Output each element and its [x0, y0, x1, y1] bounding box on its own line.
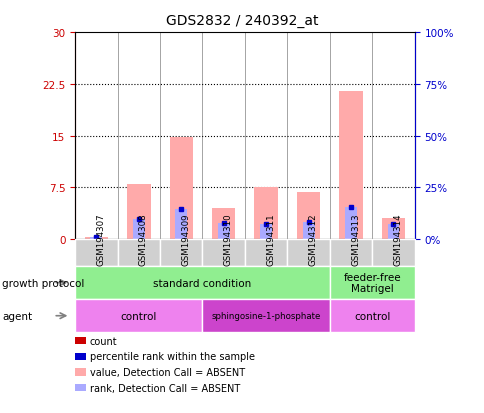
Text: GSM194314: GSM194314 [393, 213, 402, 266]
Bar [339, 92, 362, 240]
Text: agent: agent [2, 311, 32, 321]
Text: sphingosine-1-phosphate: sphingosine-1-phosphate [211, 311, 320, 320]
Text: GSM194310: GSM194310 [223, 213, 232, 266]
Bar [387, 224, 398, 240]
Text: GSM194312: GSM194312 [308, 213, 317, 266]
Bar [302, 222, 314, 240]
Bar [296, 193, 319, 240]
Text: GSM194308: GSM194308 [138, 213, 148, 266]
Bar [254, 188, 277, 240]
Text: feeder-free
Matrigel: feeder-free Matrigel [343, 272, 400, 294]
Bar [90, 237, 102, 240]
Text: value, Detection Call = ABSENT: value, Detection Call = ABSENT [90, 367, 244, 377]
Bar [217, 223, 229, 240]
Bar [212, 209, 235, 240]
Bar [133, 220, 144, 240]
Bar [127, 185, 150, 240]
Bar [259, 224, 272, 240]
Text: count: count [90, 336, 117, 346]
Bar [85, 237, 108, 240]
Text: GSM194311: GSM194311 [266, 213, 274, 266]
Bar [169, 138, 193, 240]
Text: percentile rank within the sample: percentile rank within the sample [90, 351, 254, 361]
Text: GSM194307: GSM194307 [96, 213, 105, 266]
Text: control: control [353, 311, 390, 321]
Text: standard condition: standard condition [153, 278, 251, 288]
Text: GSM194313: GSM194313 [350, 213, 359, 266]
Text: GSM194309: GSM194309 [181, 213, 190, 266]
Bar [381, 219, 404, 240]
Text: control: control [121, 311, 157, 321]
Text: GDS2832 / 240392_at: GDS2832 / 240392_at [166, 14, 318, 28]
Text: growth protocol: growth protocol [2, 278, 85, 288]
Text: rank, Detection Call = ABSENT: rank, Detection Call = ABSENT [90, 383, 240, 393]
Bar [344, 207, 356, 240]
Bar [175, 210, 187, 240]
